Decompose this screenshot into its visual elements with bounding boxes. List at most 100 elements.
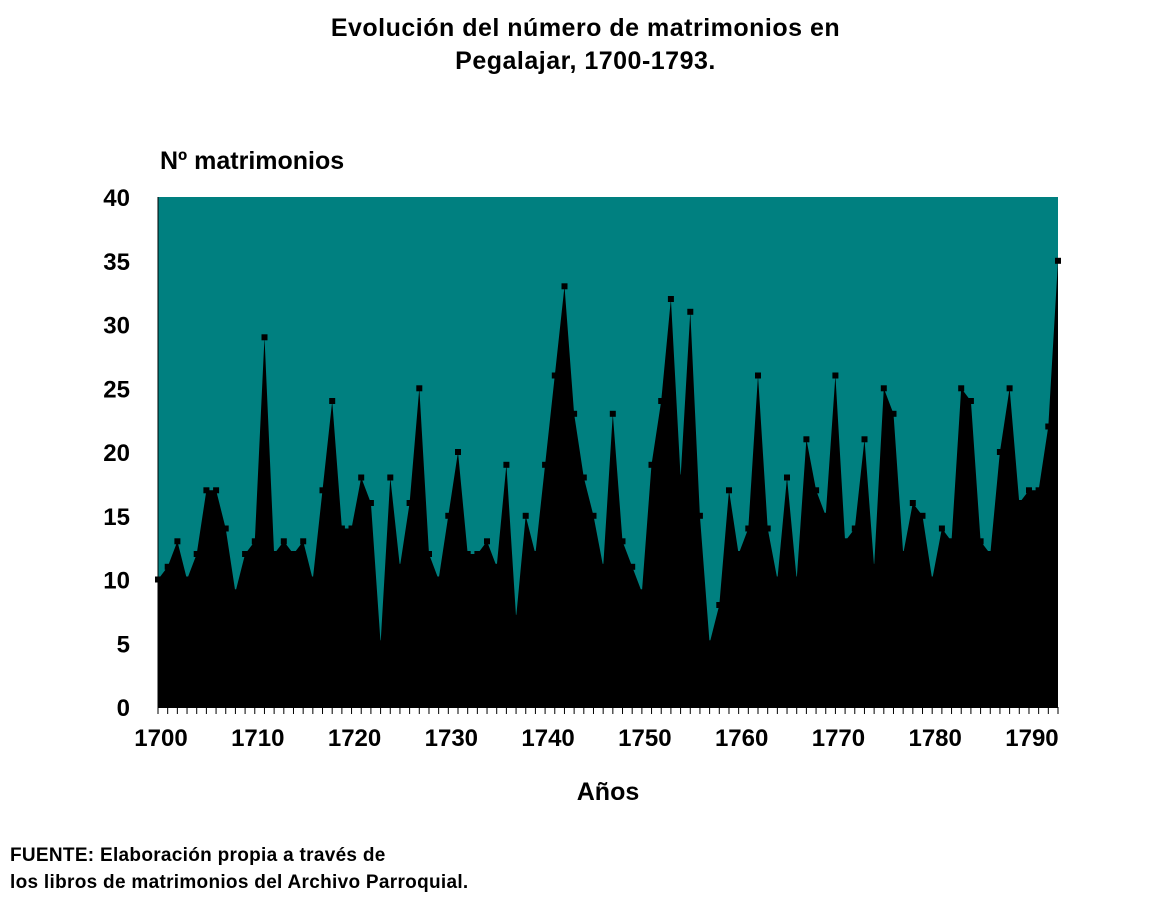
x-tick-label: 1700 <box>134 725 187 752</box>
data-point <box>803 436 810 443</box>
x-tick-label: 1770 <box>812 725 865 752</box>
data-point <box>271 551 278 557</box>
data-point <box>503 461 510 468</box>
data-point <box>745 525 752 532</box>
y-tick-label: 10 <box>103 568 130 595</box>
source-note: FUENTE: Elaboración propia a través de l… <box>10 842 468 896</box>
y-tick-label: 20 <box>103 440 130 467</box>
data-point <box>358 474 365 481</box>
y-tick-label: 15 <box>103 504 130 531</box>
data-point <box>958 385 965 392</box>
data-point <box>532 551 539 557</box>
marriages-area <box>158 260 1058 707</box>
data-point <box>396 563 403 570</box>
data-point <box>367 500 374 506</box>
data-point <box>1055 257 1061 264</box>
x-tick-label: 1740 <box>521 725 574 752</box>
marker-layer <box>155 257 1061 647</box>
data-point <box>619 538 626 545</box>
y-axis-title: Nº matrimonios <box>160 147 344 175</box>
data-point <box>377 640 384 647</box>
data-point <box>251 538 258 545</box>
data-point <box>967 398 974 404</box>
data-point <box>677 474 684 481</box>
data-point <box>309 576 316 583</box>
data-point <box>706 640 713 647</box>
data-point <box>629 563 636 570</box>
data-point <box>455 449 461 455</box>
data-point <box>571 410 578 417</box>
data-point <box>832 372 839 379</box>
data-point <box>919 512 926 519</box>
data-point <box>977 538 984 545</box>
data-point <box>842 538 849 545</box>
data-point <box>261 334 268 341</box>
data-point <box>658 398 665 404</box>
y-tick-label: 5 <box>117 631 130 658</box>
data-point <box>484 538 490 545</box>
data-point <box>1026 487 1032 494</box>
data-point <box>561 283 568 290</box>
data-point <box>987 551 994 557</box>
chart-title: Evolución del número de matrimonios en P… <box>0 12 1171 78</box>
data-point <box>300 538 307 545</box>
data-point <box>600 563 607 570</box>
data-point <box>784 474 790 481</box>
y-tick-label: 30 <box>103 313 130 340</box>
data-point <box>726 487 732 494</box>
data-point <box>551 372 558 379</box>
data-point <box>580 474 587 481</box>
data-point <box>329 398 336 404</box>
data-point <box>164 563 171 570</box>
data-point <box>667 296 674 302</box>
data-point <box>1016 500 1023 506</box>
data-point <box>387 474 394 481</box>
data-point <box>426 551 432 557</box>
data-point <box>813 487 820 494</box>
data-point <box>174 538 181 545</box>
data-point <box>184 576 190 583</box>
data-point <box>696 512 703 519</box>
data-point <box>1045 423 1052 430</box>
x-tick-label: 1760 <box>715 725 768 752</box>
data-point <box>590 512 597 519</box>
data-point <box>996 449 1003 455</box>
data-point <box>464 551 471 557</box>
data-point <box>493 563 500 570</box>
data-point <box>861 436 868 443</box>
x-tick-label: 1780 <box>908 725 961 752</box>
data-point <box>222 525 229 532</box>
data-point <box>755 372 761 379</box>
x-tick-label: 1720 <box>328 725 381 752</box>
data-point <box>900 551 907 557</box>
data-point <box>929 576 936 583</box>
data-point <box>687 308 694 315</box>
data-point <box>938 525 945 532</box>
data-point <box>193 551 200 557</box>
source-line-2: los libros de matrimonios del Archivo Pa… <box>10 872 469 893</box>
data-point <box>735 551 742 557</box>
area-layer <box>158 260 1058 707</box>
data-point <box>909 500 916 506</box>
y-tick-label: 35 <box>103 249 130 276</box>
y-tick-label: 0 <box>117 695 130 722</box>
data-point <box>280 538 287 545</box>
x-tick-label: 1750 <box>618 725 671 752</box>
data-point <box>474 551 481 557</box>
data-point <box>319 487 326 494</box>
data-point <box>213 487 220 494</box>
data-point <box>348 525 355 532</box>
chart-title-line-2: Pegalajar, 1700-1793. <box>455 47 716 75</box>
data-point <box>338 525 345 532</box>
x-tick-label: 1790 <box>1005 725 1058 752</box>
data-point <box>435 576 442 583</box>
data-point <box>764 525 771 532</box>
x-axis-title: Años <box>577 778 640 806</box>
data-point <box>513 614 520 621</box>
data-point <box>242 551 249 557</box>
data-point <box>406 500 413 506</box>
x-tick-label: 1730 <box>425 725 478 752</box>
data-point <box>1006 385 1013 392</box>
data-point <box>203 487 210 494</box>
